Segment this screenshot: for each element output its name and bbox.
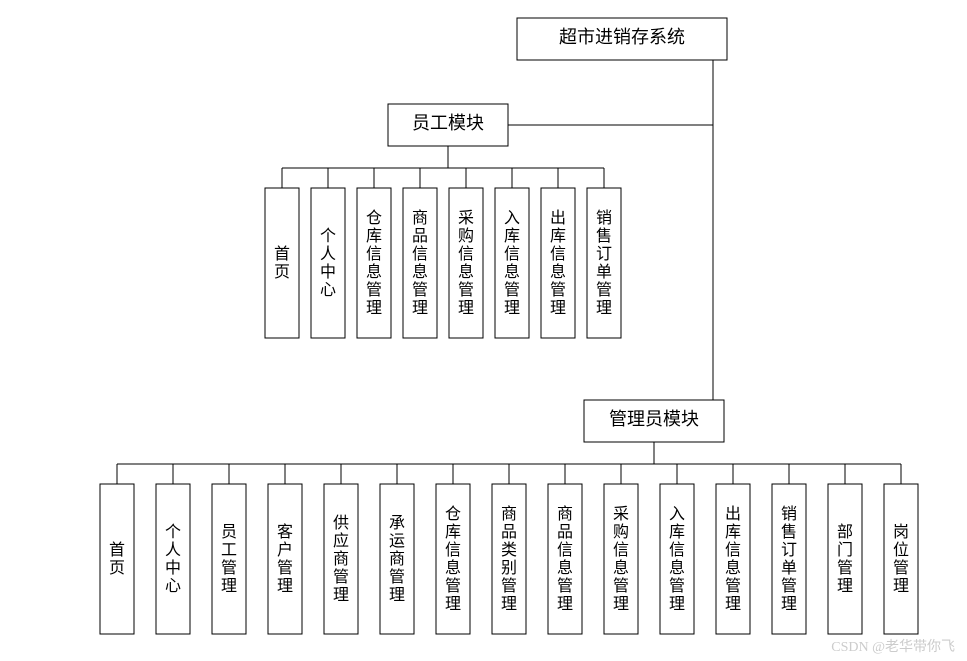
root-label: 超市进销存系统 (559, 27, 685, 47)
admin-leaf-box (268, 484, 302, 634)
admin-leaf-box (884, 484, 918, 634)
admin-leaf-label: 供应商管理 (333, 514, 349, 604)
admin-leaf-label: 承运商管理 (389, 514, 405, 604)
employee-leaf-label: 入库信息管理 (504, 210, 520, 317)
employee-label: 员工模块 (412, 113, 484, 133)
admin-label: 管理员模块 (609, 409, 699, 429)
admin-leaf-box (212, 484, 246, 634)
org-chart: 超市进销存系统员工模块首页个人中心仓库信息管理商品信息管理采购信息管理入库信息管… (0, 0, 967, 661)
admin-leaf-box (828, 484, 862, 634)
admin-leaf-box (156, 484, 190, 634)
admin-leaf-box (100, 484, 134, 634)
admin-leaf-label: 入库信息管理 (669, 506, 685, 613)
watermark: CSDN @老华带你飞 (831, 639, 955, 655)
employee-leaf-box (311, 188, 345, 338)
employee-leaf-box (265, 188, 299, 338)
